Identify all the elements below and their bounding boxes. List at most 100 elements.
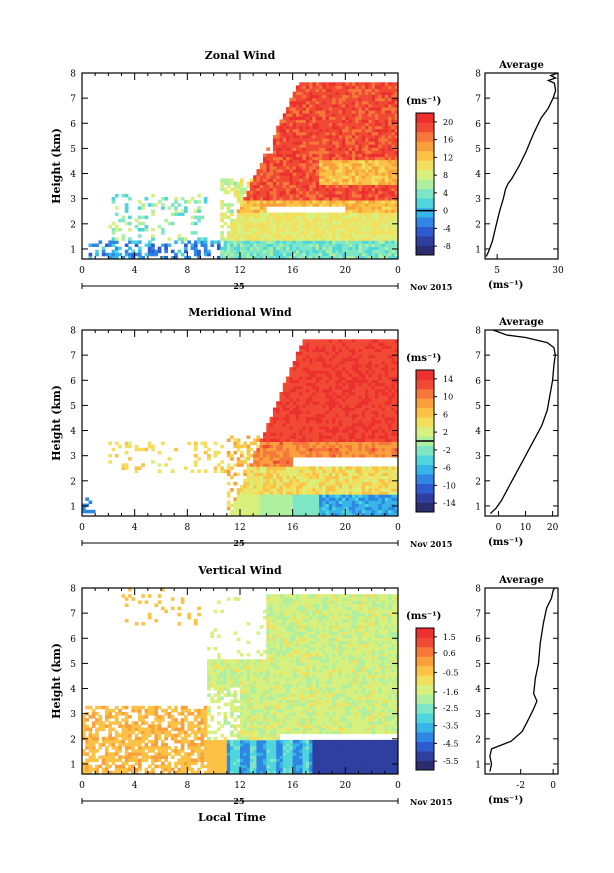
heatmap-cell <box>335 466 340 470</box>
heatmap-cell <box>312 166 317 170</box>
heatmap-cell <box>253 491 257 495</box>
heatmap-cell <box>226 491 231 495</box>
heatmap-cell <box>272 240 277 244</box>
heatmap-cell <box>269 249 274 254</box>
heatmap-cell <box>309 345 313 349</box>
heatmap-cell <box>282 184 287 189</box>
heatmap-cell <box>378 131 382 136</box>
heatmap-cell <box>335 404 340 408</box>
heatmap-cell <box>263 457 267 461</box>
heatmap-cell <box>309 200 313 204</box>
heatmap-cell <box>342 410 346 415</box>
heatmap-cell <box>325 153 330 158</box>
heatmap-cell <box>256 497 261 501</box>
heatmap-cell <box>256 444 261 449</box>
heatmap-cell <box>355 339 359 343</box>
heatmap-cell <box>305 407 310 411</box>
heatmap-cell <box>312 512 317 517</box>
heatmap-cell <box>378 178 382 182</box>
heatmap-cell <box>345 500 350 504</box>
heatmap-cell <box>374 376 379 380</box>
heatmap-cell <box>295 423 300 427</box>
heatmap-cell <box>124 450 129 455</box>
heatmap-cell <box>368 85 373 89</box>
heatmap-cell <box>302 203 307 207</box>
colorbar-swatch <box>416 245 434 256</box>
heatmap-cell <box>305 128 310 133</box>
heatmap-cell <box>378 407 382 411</box>
heatmap-cell <box>355 435 359 439</box>
heatmap-cell <box>272 438 277 442</box>
heatmap-cell <box>368 94 373 99</box>
heatmap-cell <box>381 156 386 161</box>
heatmap-cell <box>309 506 313 511</box>
heatmap-cell <box>348 94 353 99</box>
heatmap-cell <box>279 432 284 436</box>
heatmap-cell <box>322 147 326 151</box>
heatmap-cell <box>371 419 376 424</box>
heatmap-cell <box>203 252 208 257</box>
heatmap-cell <box>282 444 287 449</box>
heatmap-cell <box>374 416 379 421</box>
heatmap-cell <box>335 503 340 508</box>
heatmap-cell <box>342 224 346 229</box>
heatmap-cell <box>207 457 211 461</box>
heatmap-cell <box>246 497 251 501</box>
heatmap-cell <box>371 497 376 501</box>
heatmap-cell <box>286 175 290 179</box>
heatmap-cell <box>203 441 208 446</box>
heatmap-cell <box>286 503 290 508</box>
heatmap-cell <box>351 367 356 371</box>
heatmap-cell <box>312 478 317 483</box>
heatmap-cell <box>266 426 271 430</box>
heatmap-cell <box>272 416 277 421</box>
heatmap-cell <box>161 231 165 235</box>
heatmap-cell <box>249 240 254 244</box>
heatmap-cell <box>312 252 317 257</box>
heatmap-cell <box>319 212 323 216</box>
heatmap-cell <box>259 441 264 446</box>
heatmap-cell <box>272 212 277 216</box>
heatmap-cell <box>309 357 313 362</box>
heatmap-cell <box>351 345 356 349</box>
heatmap-cell <box>388 116 392 120</box>
heatmap-cell <box>391 249 396 254</box>
heatmap-cell <box>309 82 313 86</box>
heatmap-cell <box>348 131 353 136</box>
heatmap-cell <box>305 85 310 89</box>
heatmap-cell <box>292 432 297 436</box>
heatmap-cell <box>309 212 313 216</box>
heatmap-cell <box>338 376 343 380</box>
heatmap-cell <box>342 162 346 167</box>
heatmap-cell <box>328 466 333 470</box>
heatmap-cell <box>299 503 303 508</box>
heatmap-cell <box>335 419 340 424</box>
heatmap-cell <box>319 100 323 105</box>
heatmap-cell <box>391 125 396 130</box>
heatmap-cell <box>309 187 313 192</box>
heatmap-cell <box>384 500 389 504</box>
heatmap-cell <box>124 252 129 257</box>
heatmap-cell <box>309 413 313 418</box>
heatmap-cell <box>338 246 343 251</box>
heatmap-cell <box>328 367 333 371</box>
heatmap-cell <box>388 175 392 179</box>
heatmap-cell <box>289 463 294 467</box>
heatmap-cell <box>263 172 267 176</box>
heatmap-cell <box>240 187 244 192</box>
heatmap-cell <box>263 450 267 455</box>
heatmap-cell <box>325 166 330 170</box>
heatmap-cell <box>342 85 346 89</box>
heatmap-cell <box>167 237 172 241</box>
heatmap-cell <box>328 491 333 495</box>
heatmap-cell <box>345 361 350 365</box>
heatmap-cell <box>328 243 333 247</box>
heatmap-cell <box>282 113 287 117</box>
heatmap-cell <box>371 494 376 498</box>
heatmap-cell <box>309 240 313 244</box>
heatmap-cell <box>371 342 376 346</box>
heatmap-cell <box>365 218 369 223</box>
heatmap-cell <box>335 494 340 498</box>
heatmap-cell <box>253 503 257 508</box>
heatmap-cell <box>286 184 290 189</box>
